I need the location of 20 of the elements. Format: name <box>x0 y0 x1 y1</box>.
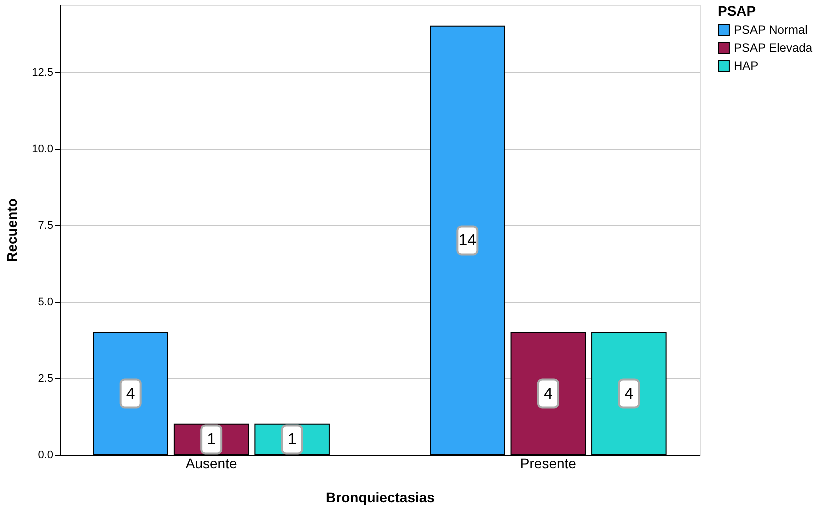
x-tick-label: Presente <box>520 456 577 472</box>
data-label: 1 <box>288 432 297 449</box>
y-tick-label: 0.0 <box>38 450 54 462</box>
x-axis-title: Bronquiectasias <box>326 490 436 506</box>
data-label: 1 <box>207 432 216 449</box>
legend-title: PSAP <box>718 3 756 19</box>
y-tick-label: 7.5 <box>38 220 54 232</box>
y-tick-label: 12.5 <box>32 66 54 79</box>
y-tick-label: 5.0 <box>38 296 54 308</box>
x-tick-label: Ausente <box>186 456 238 472</box>
legend-label: PSAP Elevada <box>734 41 813 55</box>
data-label: 4 <box>544 386 553 403</box>
y-axis-title: Recuento <box>4 198 20 262</box>
data-label: 4 <box>126 386 136 403</box>
legend-label: PSAP Normal <box>734 23 808 37</box>
legend-label: HAP <box>734 59 759 73</box>
y-tick-label: 10.0 <box>32 143 54 156</box>
y-tick-label: 2.5 <box>38 372 54 385</box>
data-label: 4 <box>624 386 634 403</box>
data-label: 14 <box>458 232 477 250</box>
